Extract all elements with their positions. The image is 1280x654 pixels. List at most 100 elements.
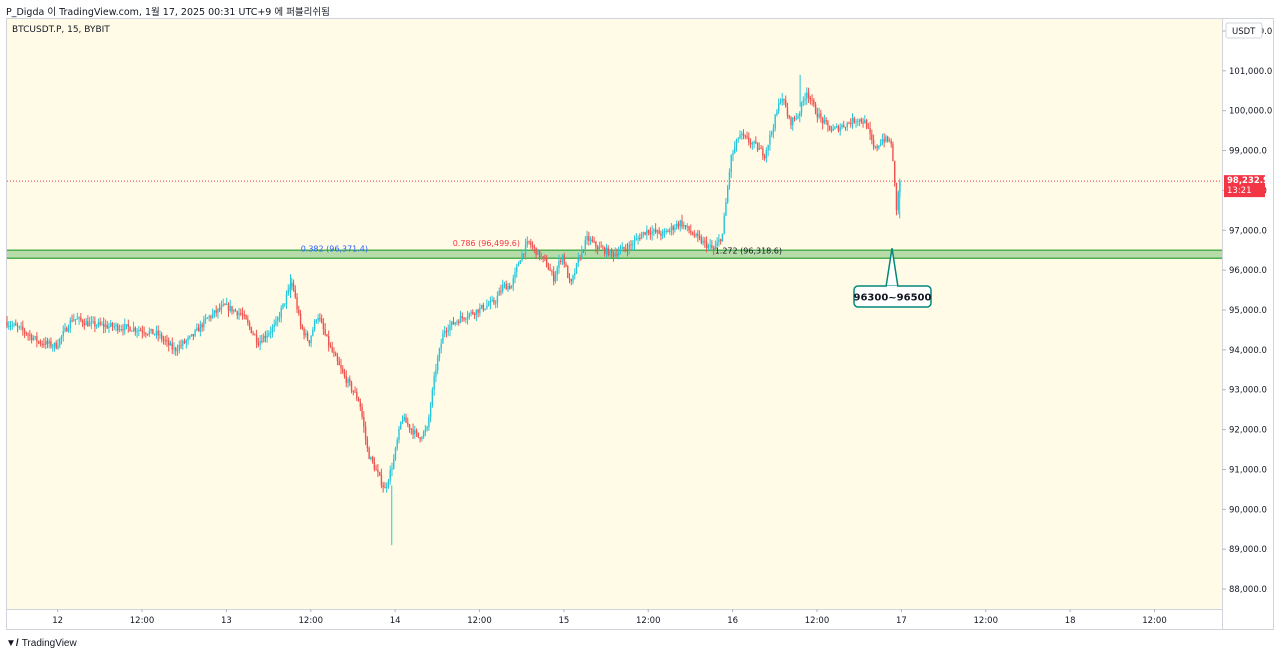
candle-body xyxy=(217,308,219,313)
candle-body xyxy=(755,141,757,144)
candle-body xyxy=(60,335,63,339)
candle-body xyxy=(291,282,293,288)
candle-body xyxy=(630,244,632,246)
candle-body xyxy=(698,236,701,238)
candle-body xyxy=(519,260,521,264)
candle-body xyxy=(322,322,325,330)
candle-body xyxy=(183,340,186,343)
candle-body xyxy=(148,331,151,335)
candle-body xyxy=(544,257,546,260)
candle-body xyxy=(598,246,601,250)
candle-body xyxy=(23,329,26,333)
candle-body xyxy=(730,155,732,173)
candle-body xyxy=(95,325,98,327)
y-axis-ticks: 88,000.0 89,000.0 90,000.0 91,000.0 92,000.0… xyxy=(1222,27,1272,595)
candle-body xyxy=(34,336,36,338)
candle-body xyxy=(20,326,22,328)
candle-body xyxy=(143,332,145,334)
candle-body xyxy=(758,148,761,150)
candle-body xyxy=(9,325,12,327)
candle-body xyxy=(704,240,706,242)
candle-body xyxy=(268,333,270,336)
candle-body xyxy=(166,340,168,342)
candle-body xyxy=(605,247,608,254)
candle-body xyxy=(347,379,349,384)
candle-body xyxy=(637,237,639,239)
candle-body xyxy=(313,320,316,330)
candle-body xyxy=(668,229,671,233)
candle-body xyxy=(582,249,585,251)
candle-body xyxy=(683,224,685,227)
candle-body xyxy=(120,329,122,331)
candle-body xyxy=(25,332,28,335)
candle-body xyxy=(835,126,838,128)
candle-body xyxy=(806,92,808,99)
candle-body xyxy=(134,327,137,332)
candle-body xyxy=(169,343,172,346)
candle-body xyxy=(465,318,467,320)
candle-body xyxy=(248,322,251,328)
candle-body xyxy=(846,122,848,128)
candle-body xyxy=(473,313,476,316)
candle-body xyxy=(407,422,409,425)
candle-body xyxy=(839,127,841,132)
candle-body xyxy=(895,182,898,211)
currency-badge[interactable]: USDT xyxy=(1225,22,1263,39)
candle-body xyxy=(517,263,520,267)
candle-body xyxy=(157,330,159,336)
candle-body xyxy=(813,100,815,105)
candle-body xyxy=(480,305,483,308)
candle-body xyxy=(320,318,323,323)
candle-body xyxy=(744,135,746,137)
candle-body xyxy=(303,328,305,336)
candle-body xyxy=(537,250,539,255)
candle-body xyxy=(881,139,884,144)
candle-body xyxy=(227,303,230,311)
candle-body xyxy=(494,302,497,304)
candle-body xyxy=(201,324,203,328)
candle-body xyxy=(612,252,615,257)
candle-body xyxy=(741,133,743,135)
candle-body xyxy=(795,118,797,120)
candle-body xyxy=(90,321,93,323)
candle-body xyxy=(428,416,430,428)
candle-body xyxy=(547,266,550,270)
candle-body xyxy=(194,330,196,336)
candle-body xyxy=(545,259,548,267)
candle-body xyxy=(589,239,592,241)
candle-body xyxy=(674,227,676,230)
candle-body xyxy=(825,119,827,122)
candle-body xyxy=(651,231,653,235)
candle-body xyxy=(832,128,834,131)
support-zone-band[interactable] xyxy=(7,250,1222,259)
zone-callout[interactable]: 96300~96500 xyxy=(853,248,932,308)
x-tick-label: 12:00 xyxy=(130,616,155,626)
candle-body xyxy=(793,117,796,119)
y-tick-label: 96,000.0 xyxy=(1229,266,1267,276)
candle-body xyxy=(305,333,307,336)
candle-body xyxy=(721,233,724,242)
candle-body xyxy=(779,102,782,104)
candle-body xyxy=(141,330,144,333)
candle-body xyxy=(799,112,801,117)
candle-body xyxy=(266,335,268,338)
candle-body xyxy=(438,348,441,359)
support-zone-group[interactable] xyxy=(7,249,1222,259)
y-tick-label: 95,000.0 xyxy=(1229,306,1267,316)
candle-body xyxy=(479,307,481,313)
candle-body xyxy=(357,398,360,402)
candle-body xyxy=(507,285,509,290)
candle-body xyxy=(111,323,114,327)
candle-body xyxy=(210,316,212,318)
candle-body xyxy=(247,319,249,323)
candle-body xyxy=(610,249,613,253)
candle-body xyxy=(654,229,657,233)
candle-body xyxy=(382,485,384,488)
candle-body xyxy=(802,100,804,103)
candle-body xyxy=(132,327,135,331)
candle-body xyxy=(451,321,453,326)
candle-body xyxy=(644,232,646,235)
candle-body xyxy=(299,313,302,326)
candle-body xyxy=(551,271,553,273)
